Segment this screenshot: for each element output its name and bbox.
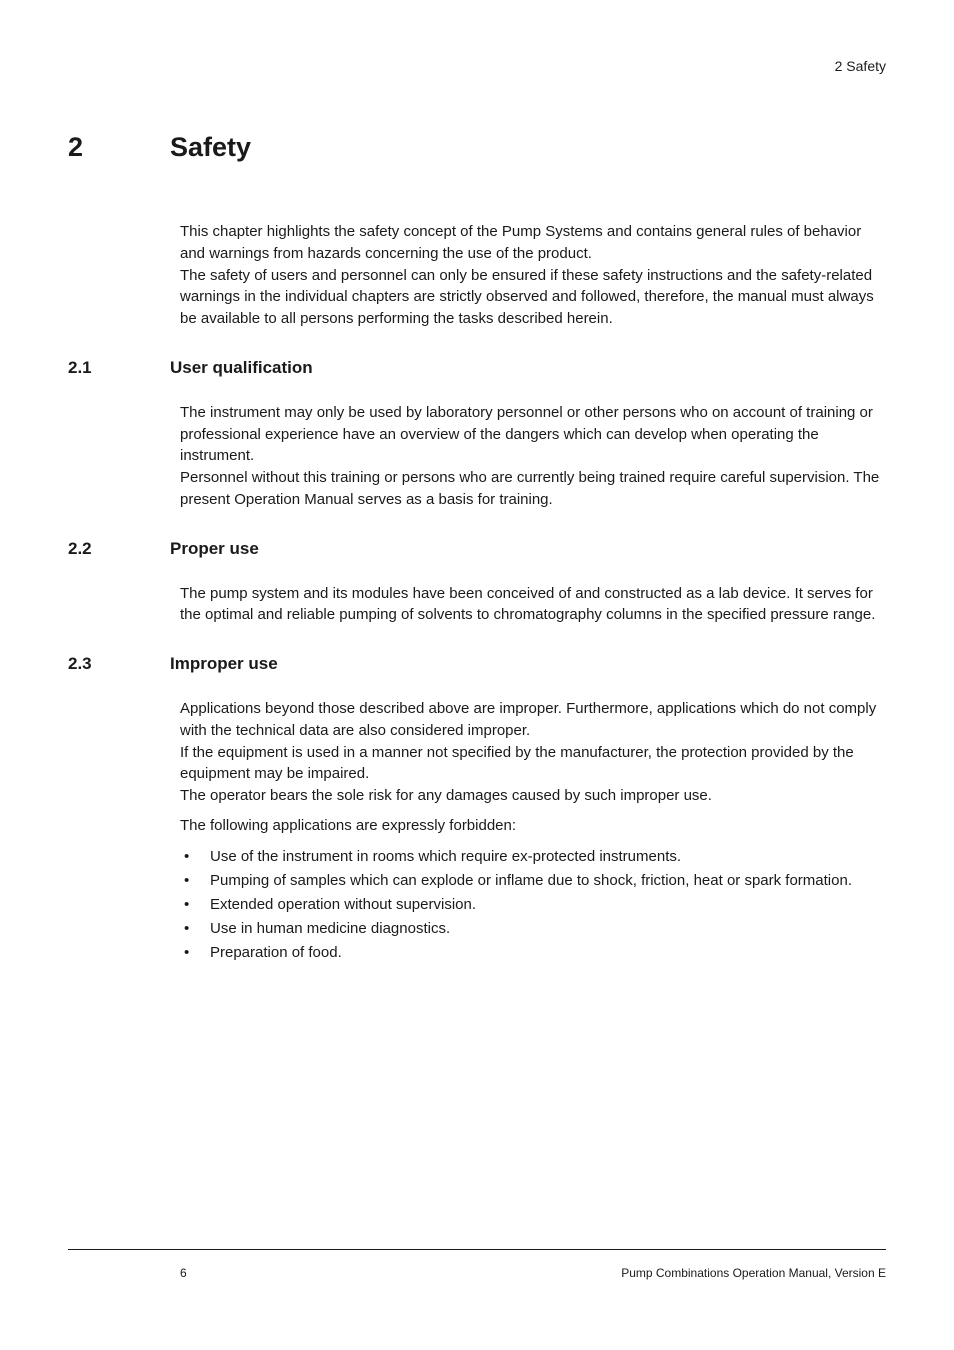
paragraph: The instrument may only be used by labor… [180,402,886,467]
list-item: Pumping of samples which can explode or … [180,869,886,893]
chapter-number: 2 [68,132,132,163]
page-footer: 6 Pump Combinations Operation Manual, Ve… [68,1266,886,1280]
paragraph: Applications beyond those described abov… [180,698,886,742]
section-title: Improper use [170,654,278,674]
section-heading-22: 2.2 Proper use [68,539,886,559]
section-22-body: The pump system and its modules have bee… [180,583,886,627]
intro-paragraph: This chapter highlights the safety conce… [180,221,886,265]
section-number: 2.2 [68,539,138,559]
paragraph: Personnel without this training or perso… [180,467,886,511]
chapter-intro: This chapter highlights the safety conce… [180,221,886,330]
section-number: 2.1 [68,358,138,378]
footer-rule [68,1249,886,1250]
running-header: 2 Safety [68,58,886,74]
paragraph: The pump system and its modules have bee… [180,583,886,627]
section-heading-21: 2.1 User qualification [68,358,886,378]
list-item: Use of the instrument in rooms which req… [180,845,886,869]
section-21-body: The instrument may only be used by labor… [180,402,886,511]
list-item: Preparation of food. [180,941,886,965]
section-number: 2.3 [68,654,138,674]
manual-title: Pump Combinations Operation Manual, Vers… [621,1266,886,1280]
page-number: 6 [180,1266,187,1280]
paragraph: If the equipment is used in a manner not… [180,742,886,786]
section-23-body: Applications beyond those described abov… [180,698,886,837]
paragraph: The operator bears the sole risk for any… [180,785,886,807]
list-item: Extended operation without supervision. [180,893,886,917]
section-heading-23: 2.3 Improper use [68,654,886,674]
list-item: Use in human medicine diagnostics. [180,917,886,941]
chapter-title: Safety [170,132,251,163]
forbidden-list: Use of the instrument in rooms which req… [180,845,886,965]
paragraph: The following applications are expressly… [180,815,886,837]
section-title: Proper use [170,539,259,559]
chapter-heading: 2 Safety [68,132,886,163]
intro-paragraph: The safety of users and personnel can on… [180,265,886,330]
section-title: User qualification [170,358,313,378]
